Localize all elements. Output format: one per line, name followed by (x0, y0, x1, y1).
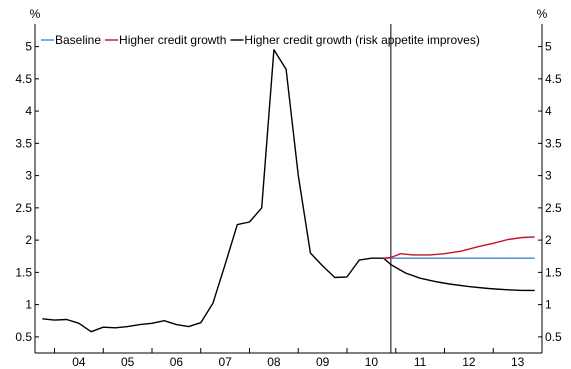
y-tick-label-right: 1 (545, 298, 552, 312)
x-tick-label: 08 (267, 355, 281, 369)
y-tick-label-right: 3 (545, 169, 552, 183)
legend-label-2: Higher credit growth (risk appetite impr… (244, 33, 479, 47)
y-tick-label-right: 5 (545, 40, 552, 54)
series-group (42, 49, 535, 333)
y-tick-label-right: 1.5 (545, 265, 562, 279)
y-tick-label-right: 0.5 (545, 330, 562, 344)
legend-label-1: Higher credit growth (119, 33, 226, 47)
y-axis-unit-right: % (537, 7, 548, 21)
series-line-1 (383, 236, 535, 259)
x-tick-label: 06 (170, 355, 184, 369)
y-tick-label-left: 3.5 (15, 136, 32, 150)
axes-group (34, 24, 543, 354)
series-line-2 (42, 49, 535, 333)
x-tick-label: 10 (365, 355, 379, 369)
y-tick-label-left: 0.5 (15, 330, 32, 344)
y-tick-label-right: 4.5 (545, 72, 562, 86)
legend: Baseline Higher credit growth Higher credi… (41, 33, 480, 47)
x-ticks-group: 04 05 06 07 08 09 10 11 12 13 (54, 348, 525, 369)
legend-label-0: Baseline (55, 33, 101, 47)
y-tick-label-right: 3.5 (545, 136, 562, 150)
y-tick-label-left: 2 (25, 233, 32, 247)
y-tick-label-left: 1 (25, 298, 32, 312)
y-tick-label-left: 3 (25, 169, 32, 183)
y-tick-label-right: 2.5 (545, 201, 562, 215)
y-axis-unit-left: % (30, 7, 41, 21)
x-tick-label: 13 (511, 355, 525, 369)
y-tick-label-right: 2 (545, 233, 552, 247)
y-tick-label-left: 2.5 (15, 201, 32, 215)
y-tick-label-left: 4 (25, 104, 32, 118)
y-tick-label-left: 4.5 (15, 72, 32, 86)
x-tick-label: 12 (462, 355, 476, 369)
x-tick-label: 05 (121, 355, 135, 369)
y-ticks-group: 0.5 0.5 1 1 1.5 1.5 2 2 2.5 2.5 3 3 3.5 3.5 4 4 4.5 4.5 5 5 (15, 40, 562, 344)
x-tick-label: 04 (72, 355, 86, 369)
x-tick-label: 11 (414, 355, 427, 369)
x-tick-label: 07 (218, 355, 232, 369)
y-tick-label-left: 5 (25, 40, 32, 54)
y-tick-label-right: 4 (545, 104, 552, 118)
x-tick-label: 09 (316, 355, 330, 369)
y-tick-label-left: 1.5 (15, 265, 32, 279)
